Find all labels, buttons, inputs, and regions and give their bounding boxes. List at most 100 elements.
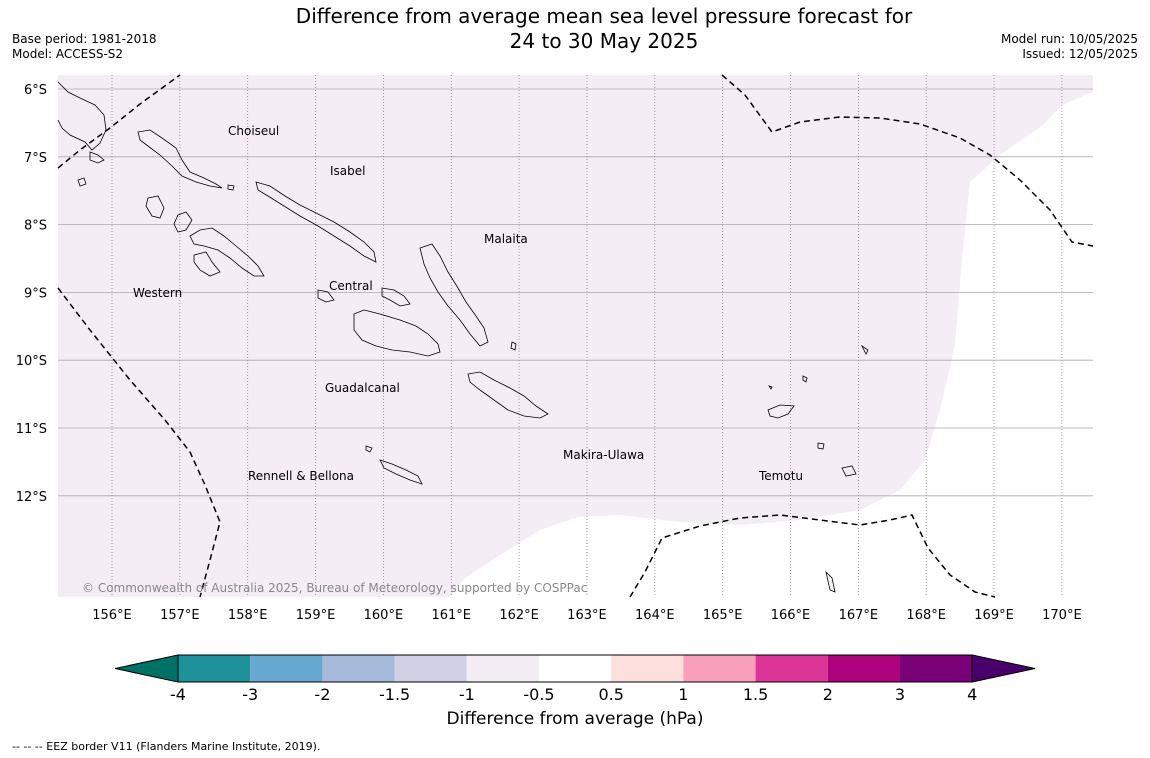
coast-ulawa	[510, 341, 517, 351]
colorbar-tick-label: -0.5	[523, 685, 554, 704]
colorbar-tick-label: -4	[170, 685, 186, 704]
colorbar-segment	[900, 655, 973, 682]
label-malaita: Malaita	[484, 232, 528, 246]
longitude-gridlines	[111, 75, 1063, 597]
coast-makira	[467, 371, 549, 419]
coast-small-temotu-1	[802, 375, 808, 383]
colorbar-segment	[611, 655, 684, 682]
title-line-1: Difference from average mean sea level p…	[295, 4, 913, 28]
coast-new-georgia	[173, 211, 265, 277]
colorbar-tick-label: -2	[314, 685, 330, 704]
colorbar-tick-label: 4	[967, 685, 977, 704]
colorbar-segment	[755, 655, 828, 682]
lat-label: 7°S	[24, 151, 47, 166]
anomaly-shaded-area	[58, 75, 1093, 597]
province-labels: Choiseul Isabel Malaita Western Central …	[133, 124, 803, 483]
coastlines	[57, 81, 869, 593]
colorbar-outline	[177, 654, 973, 683]
lat-label: 11°S	[16, 422, 47, 437]
coast-guadalcanal	[353, 309, 441, 357]
lon-label: 168°E	[906, 608, 946, 623]
colorbar-tick-label: 1.5	[743, 685, 768, 704]
issued-date: Issued: 12/05/2025	[1022, 47, 1138, 61]
eez-border-southeast	[629, 514, 996, 598]
eez-border-northeast	[721, 74, 1094, 247]
colorbar-segment	[250, 655, 323, 682]
colorbar-title: Difference from average (hPa)	[446, 709, 704, 729]
colorbar-tick-label: 1	[678, 685, 688, 704]
coast-bellona	[365, 445, 373, 453]
latitude-gridlines	[58, 88, 1093, 497]
eez-border-northwest	[57, 74, 181, 169]
label-makira-ulawa: Makira-Ulawa	[563, 448, 644, 462]
colorbar-segment	[394, 655, 467, 682]
meta-right: Model run: 10/05/2025 Issued: 12/05/2025	[1001, 32, 1138, 62]
map-title: Difference from average mean sea level p…	[0, 4, 1150, 54]
colorbar-tick-label: 0.5	[598, 685, 623, 704]
coast-santa-cruz	[767, 404, 795, 419]
eez-border-west	[57, 287, 221, 598]
coast-small-temotu-5	[860, 344, 869, 355]
lat-label: 6°S	[24, 83, 47, 98]
coast-small-choiseul	[227, 184, 235, 191]
lat-label: 10°S	[16, 354, 47, 369]
label-western: Western	[133, 286, 182, 300]
colorbar-tick-label: -1.5	[379, 685, 410, 704]
lon-label: 159°E	[296, 608, 336, 623]
title-line-2: 24 to 30 May 2025	[509, 29, 699, 53]
lat-label: 12°S	[16, 490, 47, 505]
meta-left: Base period: 1981-2018 Model: ACCESS-S2	[12, 32, 157, 62]
lon-label: 165°E	[703, 608, 743, 623]
colorbar-extend-low	[114, 654, 179, 683]
eez-borders	[57, 74, 1094, 598]
coast-small-temotu-6	[768, 385, 773, 390]
label-choiseul: Choiseul	[228, 124, 279, 138]
colorbar-segment	[827, 655, 900, 682]
colorbar-tick-labels: -4 -3 -2 -1.5 -1 -0.5 0.5 1 1.5 2 3 4	[170, 685, 977, 704]
label-temotu: Temotu	[758, 469, 803, 483]
coast-florida	[381, 287, 411, 307]
colorbar: -4 -3 -2 -1.5 -1 -0.5 0.5 1 1.5 2 3 4	[114, 654, 1036, 704]
latitude-labels: 6°S 7°S 8°S 9°S 10°S 11°S 12°S	[16, 83, 47, 505]
coast-small-temotu-4	[825, 570, 836, 593]
copyright-notice: © Commonwealth of Australia 2025, Bureau…	[82, 581, 587, 595]
colorbar-segment	[539, 655, 612, 682]
lon-label: 166°E	[771, 608, 811, 623]
colorbar-tick-label: 3	[895, 685, 905, 704]
colorbar-segments	[114, 654, 1036, 683]
coast-isabel	[255, 181, 377, 263]
lat-label: 8°S	[24, 219, 47, 234]
coast-russell	[317, 289, 335, 303]
lon-label: 160°E	[364, 608, 404, 623]
lon-label: 157°E	[160, 608, 200, 623]
label-central: Central	[329, 279, 373, 293]
coast-choiseul	[137, 129, 223, 189]
lon-label: 162°E	[499, 608, 539, 623]
colorbar-segment	[178, 655, 251, 682]
coast-small-temotu-2	[817, 442, 825, 450]
colorbar-segment	[466, 655, 539, 682]
label-guadalcanal: Guadalcanal	[325, 381, 400, 395]
colorbar-segment	[683, 655, 756, 682]
lon-label: 167°E	[839, 608, 879, 623]
lat-label: 9°S	[24, 286, 47, 301]
lon-label: 158°E	[228, 608, 268, 623]
coast-bougainville	[57, 81, 107, 151]
coast-vella-lavella	[145, 195, 165, 219]
lon-label: 156°E	[92, 608, 132, 623]
coast-small-west	[77, 177, 87, 187]
coast-small-temotu-3	[841, 465, 857, 477]
eez-footnote: -- -- -- EEZ border V11 (Flanders Marine…	[12, 740, 321, 753]
model-run: Model run: 10/05/2025	[1000, 32, 1138, 46]
coast-rennell	[379, 459, 423, 485]
coast-malaita	[419, 243, 489, 347]
lon-label: 161°E	[431, 608, 471, 623]
label-rennell-bellona: Rennell & Bellona	[248, 469, 354, 483]
lon-label: 164°E	[635, 608, 675, 623]
lon-label: 163°E	[567, 608, 607, 623]
colorbar-tick-label: -1	[459, 685, 475, 704]
lon-label: 170°E	[1042, 608, 1082, 623]
coast-rendova	[193, 251, 221, 277]
colorbar-tick-label: 2	[823, 685, 833, 704]
